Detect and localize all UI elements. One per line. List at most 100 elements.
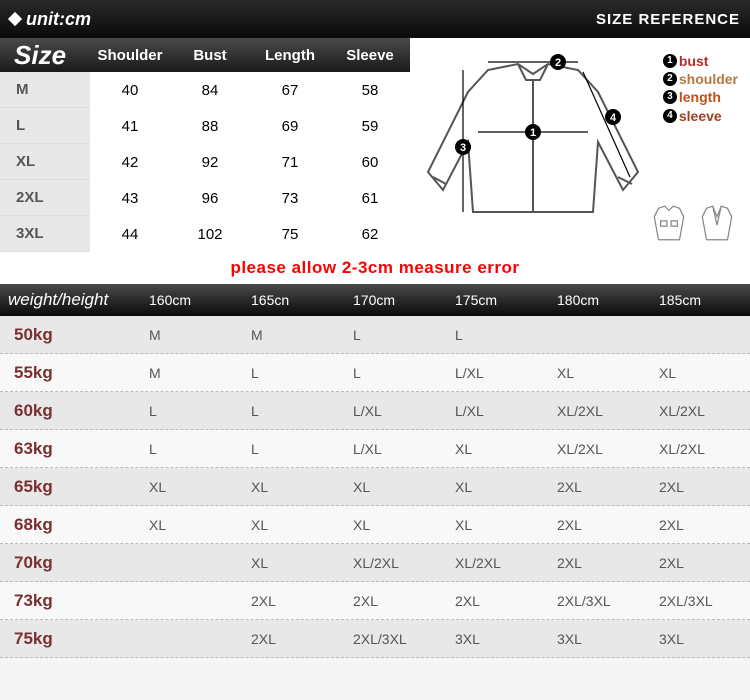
size-row: M40846758: [0, 72, 410, 108]
mini-jacket-icons: [648, 202, 738, 244]
wh-cell: XL: [543, 365, 645, 381]
wh-cell: XL: [441, 517, 543, 533]
size-cell: 62: [330, 226, 410, 243]
size-cell: 40: [90, 82, 170, 99]
legend-item: 4sleeve: [663, 107, 738, 125]
wh-cell: L: [339, 327, 441, 343]
legend-text: shoulder: [679, 70, 738, 88]
size-cell: 44: [90, 226, 170, 243]
size-cell: 75: [250, 226, 330, 243]
wh-cell: 2XL: [339, 593, 441, 609]
size-row: XL42927160: [0, 144, 410, 180]
wh-cell: XL/2XL: [543, 403, 645, 419]
size-reference-label: SIZE REFERENCE: [596, 11, 740, 28]
size-cell: 69: [250, 118, 330, 135]
svg-text:1: 1: [530, 127, 536, 139]
wh-cell: XL: [339, 479, 441, 495]
size-cell: 58: [330, 82, 410, 99]
wh-cell: L/XL: [441, 403, 543, 419]
legend-number-icon: 1: [663, 54, 677, 68]
size-cell: 88: [170, 118, 250, 135]
wh-cell: L: [237, 365, 339, 381]
wh-column-header: 185cm: [645, 292, 747, 308]
weight-height-header: weight/height 160cm165cn170cm175cm180cm1…: [0, 284, 750, 316]
legend-text: sleeve: [679, 107, 722, 125]
wh-cell: L/XL: [339, 441, 441, 457]
legend-item: 3length: [663, 88, 738, 106]
wh-cell: L/XL: [339, 403, 441, 419]
wh-row-label: 63kg: [0, 439, 135, 459]
size-cell: 71: [250, 154, 330, 171]
jacket-icon: [648, 202, 690, 244]
legend-item: 1bust: [663, 52, 738, 70]
size-row-label: XL: [0, 144, 90, 180]
size-row-label: 3XL: [0, 216, 90, 252]
wh-column-header: 160cm: [135, 292, 237, 308]
size-cell: 59: [330, 118, 410, 135]
wh-cell: 2XL/3XL: [339, 631, 441, 647]
wh-cell: XL: [441, 441, 543, 457]
wh-cell: 2XL: [441, 593, 543, 609]
wh-row: 50kgMMLL: [0, 316, 750, 354]
wh-cell: XL/2XL: [543, 441, 645, 457]
wh-cell: XL: [135, 517, 237, 533]
weight-height-rows: 50kgMMLL55kgMLLL/XLXLXL60kgLLL/XLL/XLXL/…: [0, 316, 750, 658]
wh-cell: XL: [237, 479, 339, 495]
wh-column-header: 175cm: [441, 292, 543, 308]
top-banner: unit:cm SIZE REFERENCE: [0, 0, 750, 38]
size-row-label: L: [0, 108, 90, 144]
legend-text: bust: [679, 52, 709, 70]
size-cell: 41: [90, 118, 170, 135]
wh-row: 70kgXLXL/2XLXL/2XL2XL2XL: [0, 544, 750, 582]
wh-row-label: 68kg: [0, 515, 135, 535]
size-cell: 102: [170, 226, 250, 243]
wh-column-header: 180cm: [543, 292, 645, 308]
wh-cell: L: [135, 403, 237, 419]
wh-cell: M: [135, 365, 237, 381]
wh-row-label: 65kg: [0, 477, 135, 497]
size-column-header: Shoulder: [90, 47, 170, 64]
wh-cell: XL: [645, 365, 747, 381]
wh-cell: 2XL/3XL: [645, 593, 747, 609]
wh-row-label: 73kg: [0, 591, 135, 611]
wh-cell: 2XL: [645, 479, 747, 495]
wh-cell: 2XL: [543, 555, 645, 571]
wh-row: 55kgMLLL/XLXLXL: [0, 354, 750, 392]
wh-cell: XL: [237, 555, 339, 571]
legend-number-icon: 3: [663, 90, 677, 104]
size-row-label: 2XL: [0, 180, 90, 216]
size-cell: 60: [330, 154, 410, 171]
size-column-header: Bust: [170, 47, 250, 64]
wh-cell: L: [237, 441, 339, 457]
wh-row: 73kg2XL2XL2XL2XL/3XL2XL/3XL: [0, 582, 750, 620]
wh-row: 63kgLLL/XLXLXL/2XLXL/2XL: [0, 430, 750, 468]
size-row-label: M: [0, 72, 90, 108]
wh-cell: XL/2XL: [645, 441, 747, 457]
wh-row-label: 50kg: [0, 325, 135, 345]
size-row: 2XL43967361: [0, 180, 410, 216]
wh-row: 60kgLLL/XLL/XLXL/2XLXL/2XL: [0, 392, 750, 430]
size-cell: 43: [90, 190, 170, 207]
wh-cell: M: [135, 327, 237, 343]
wh-cell: L: [135, 441, 237, 457]
svg-text:2: 2: [555, 57, 561, 69]
wh-cell: 2XL: [543, 479, 645, 495]
size-row: L41886959: [0, 108, 410, 144]
wh-cell: XL: [135, 479, 237, 495]
wh-cell: L: [237, 403, 339, 419]
size-cell: 67: [250, 82, 330, 99]
wh-cell: 2XL: [645, 555, 747, 571]
unit-label: unit:cm: [10, 9, 91, 30]
wh-cell: 2XL: [543, 517, 645, 533]
svg-text:3: 3: [460, 142, 466, 154]
legend-number-icon: 4: [663, 109, 677, 123]
wh-cell: XL: [441, 479, 543, 495]
wh-cell: L: [339, 365, 441, 381]
wh-row-label: 55kg: [0, 363, 135, 383]
size-cell: 96: [170, 190, 250, 207]
weight-height-title: weight/height: [0, 290, 135, 310]
wh-cell: 2XL: [237, 593, 339, 609]
wh-cell: 2XL: [645, 517, 747, 533]
size-cell: 92: [170, 154, 250, 171]
diamond-icon: [8, 12, 22, 26]
